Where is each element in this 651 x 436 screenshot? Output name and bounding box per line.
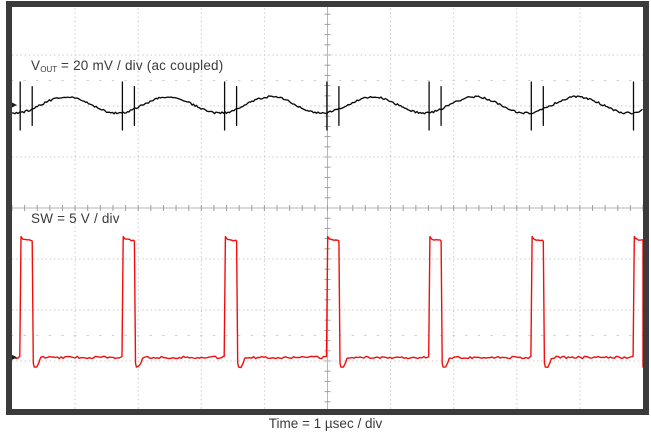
trace-layer (11, 81, 644, 369)
grid-layer (10, 3, 645, 413)
vout-scale-label: VOUT = 20 mV / div (ac coupled) (31, 58, 223, 77)
timebase-label: Time = 1 µsec / div (268, 416, 383, 431)
vout-label-pre: V (31, 58, 41, 73)
vout-label-subscript: OUT (40, 65, 58, 74)
sw-scale-label: SW = 5 V / div (31, 211, 120, 226)
vout-label-post: = 20 mV / div (ac coupled) (57, 58, 224, 73)
plot-frame (6, 1, 649, 415)
